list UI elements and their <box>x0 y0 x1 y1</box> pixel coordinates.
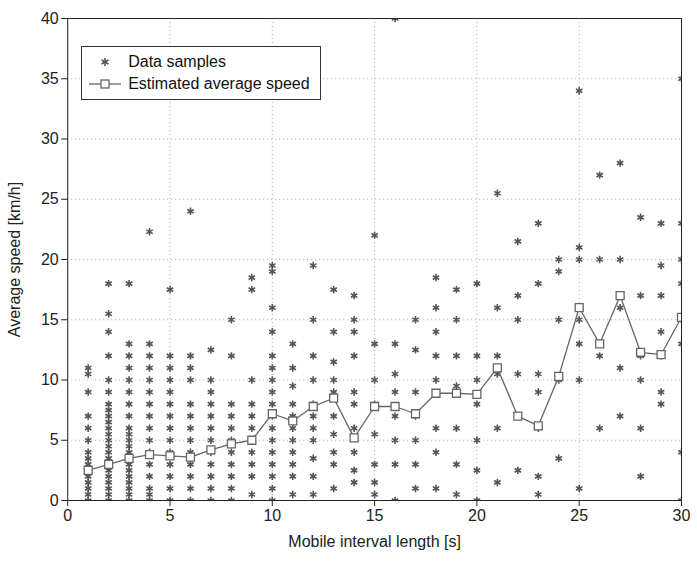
svg-text:Average speed [km/h]: Average speed [km/h] <box>6 182 23 337</box>
svg-text:30: 30 <box>41 130 59 147</box>
svg-text:20: 20 <box>41 251 59 268</box>
svg-text:10: 10 <box>41 371 59 388</box>
svg-text:20: 20 <box>468 507 486 524</box>
svg-text:0: 0 <box>63 507 72 524</box>
svg-text:35: 35 <box>41 70 59 87</box>
svg-text:30: 30 <box>673 507 691 524</box>
html-text:Estimated average speed: Estimated average speed <box>128 75 310 92</box>
html-text:Data samples: Data samples <box>128 53 226 70</box>
svg-text:15: 15 <box>366 507 384 524</box>
svg-text:25: 25 <box>570 507 588 524</box>
svg-text:5: 5 <box>50 431 59 448</box>
svg-text:5: 5 <box>166 507 175 524</box>
svg-text:15: 15 <box>41 311 59 328</box>
svg-text:0: 0 <box>50 492 59 509</box>
svg-text:25: 25 <box>41 190 59 207</box>
svg-text:10: 10 <box>263 507 281 524</box>
svg-text:Mobile interval length [s]: Mobile interval length [s] <box>288 533 461 550</box>
svg-text:40: 40 <box>41 10 59 27</box>
